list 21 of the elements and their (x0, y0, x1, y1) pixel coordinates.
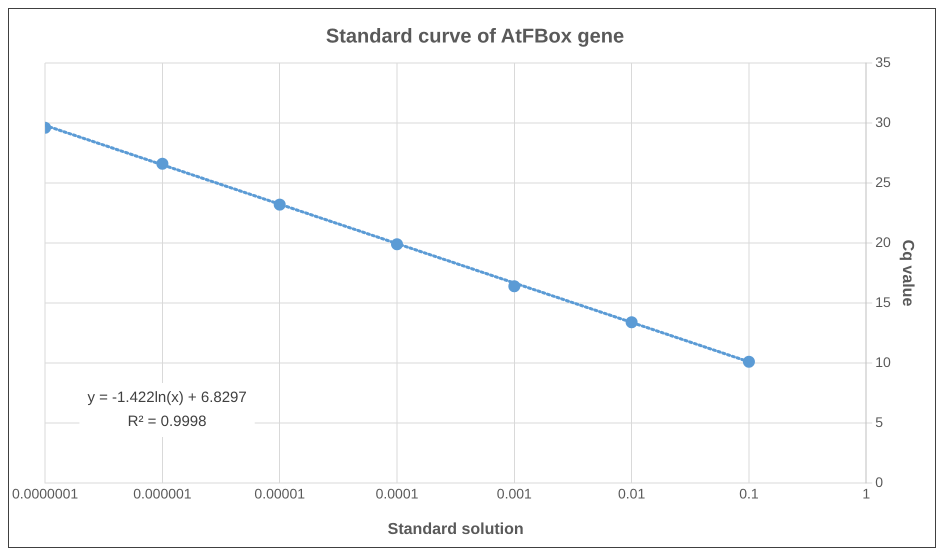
x-tick-label: 0.01 (618, 485, 646, 502)
y-tick-label: 25 (875, 174, 892, 190)
y-tick-label: 15 (875, 294, 892, 310)
annotation: y = -1.422ln(x) + 6.8297 (87, 389, 247, 406)
y-tick-label: 20 (875, 234, 892, 250)
y-tick-label: 35 (875, 54, 892, 70)
x-axis-title: Standard solution (388, 520, 524, 538)
y-axis-title: Cq value (898, 240, 916, 306)
y-tick-label: 10 (875, 354, 892, 370)
chart-title: Standard curve of AtFBox gene (326, 26, 624, 48)
x-tick-label: 0.001 (496, 485, 532, 502)
y-tick-label: 30 (875, 114, 892, 130)
y-tick-label: 0 (875, 474, 884, 490)
x-tick-label: 0.000001 (133, 485, 192, 502)
x-tick-label: 1 (862, 485, 870, 502)
annotation: R² = 0.9998 (128, 413, 206, 430)
x-tick-label: 0.0001 (376, 485, 419, 502)
x-tick-label: 0.1 (739, 485, 759, 502)
x-tick-label: 0.0000001 (12, 485, 78, 502)
x-tick-label: 0.00001 (254, 485, 306, 502)
y-tick-label: 5 (875, 414, 884, 430)
